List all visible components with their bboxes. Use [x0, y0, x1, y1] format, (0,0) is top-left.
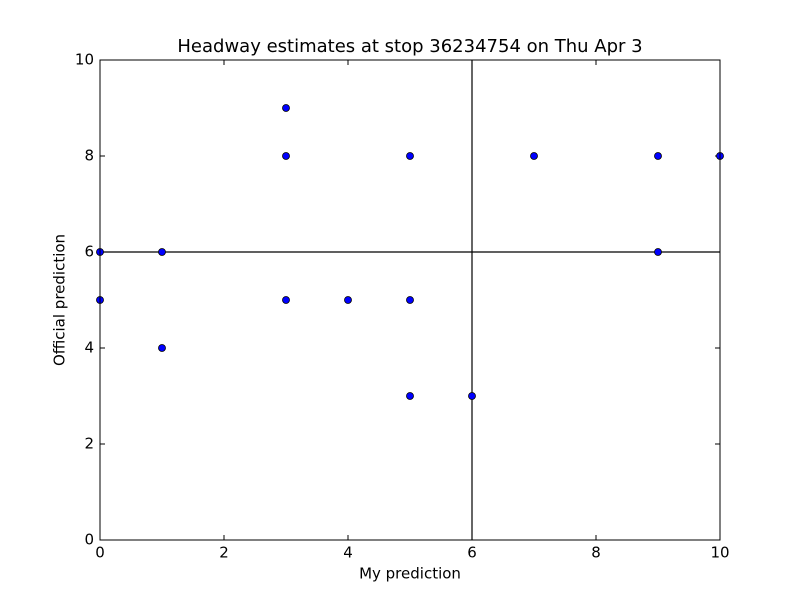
- y-tick-label: 6: [84, 243, 94, 261]
- x-tick-label: 2: [219, 544, 229, 562]
- point: [158, 248, 166, 256]
- x-tick-label: 0: [95, 544, 105, 562]
- point: [654, 248, 662, 256]
- chart-title: Headway estimates at stop 36234754 on Th…: [177, 36, 642, 57]
- point: [282, 104, 290, 112]
- y-axis-label: Official prediction: [51, 234, 69, 366]
- x-tick-label: 4: [343, 544, 353, 562]
- point: [406, 152, 414, 160]
- point: [406, 296, 414, 304]
- y-tick-label: 4: [84, 339, 94, 357]
- x-tick-label: 10: [710, 544, 729, 562]
- y-tick-label: 10: [75, 51, 94, 69]
- point: [282, 296, 290, 304]
- point: [282, 152, 290, 160]
- point: [654, 152, 662, 160]
- x-tick-label: 6: [467, 544, 477, 562]
- y-tick-label: 8: [84, 147, 94, 165]
- x-axis-label: My prediction: [359, 565, 461, 583]
- point: [468, 392, 476, 400]
- point: [344, 296, 352, 304]
- plot-frame: [99, 59, 721, 541]
- point: [158, 344, 166, 352]
- x-tick-label: 8: [591, 544, 601, 562]
- point: [406, 392, 414, 400]
- point: [530, 152, 538, 160]
- y-tick-label: 0: [84, 531, 94, 549]
- y-tick-label: 2: [84, 435, 94, 453]
